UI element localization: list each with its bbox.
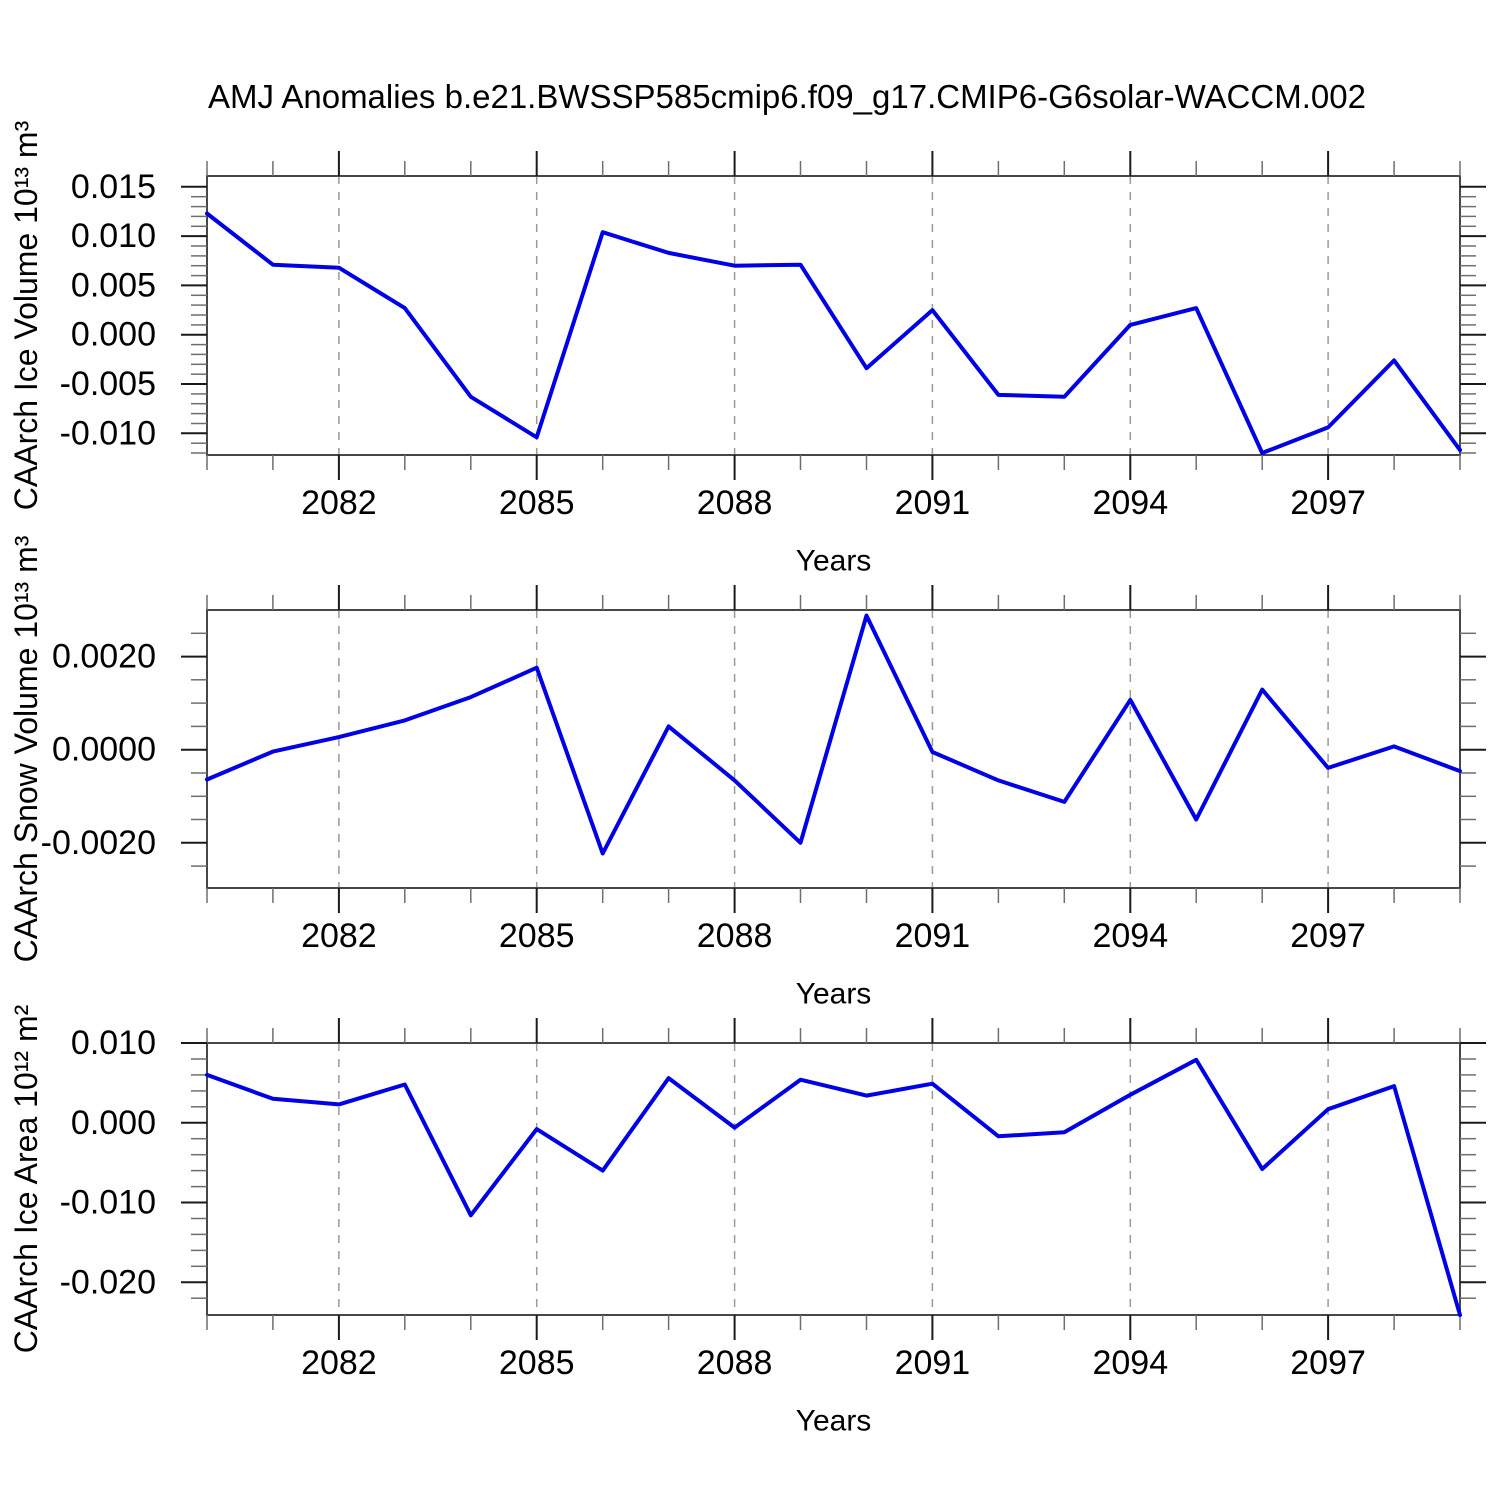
y-tick-label: -0.010	[60, 414, 156, 452]
panel-2: 0.0020 0.0000 -0.0020 2082 2085 2088 2091 2094 2…	[8, 535, 1486, 1011]
x-tick-label: 2088	[697, 484, 773, 522]
x-tick-label: 2091	[895, 917, 971, 955]
y-axis-title: CAArch Ice Area 10¹² m²	[8, 1004, 44, 1353]
x-tick-label: 2085	[499, 1344, 575, 1382]
panels-group: 0.015 0.010 0.005 0.000 -0.005 -0.010 2082 2085…	[8, 120, 1486, 1438]
x-tick-label: 2091	[895, 484, 971, 522]
y-tick-label: 0.010	[71, 1024, 156, 1062]
x-tick-label: 2097	[1290, 484, 1366, 522]
x-tick-label: 2091	[895, 1344, 971, 1382]
x-tick-label: 2082	[301, 917, 377, 955]
x-tick-label: 2094	[1092, 1344, 1168, 1382]
y-tick-label: -0.010	[60, 1184, 156, 1222]
data-line	[205, 613, 1462, 856]
x-tick-label: 2085	[499, 917, 575, 955]
x-tick-label: 2088	[697, 917, 773, 955]
y-tick-label: 0.015	[71, 168, 156, 206]
x-tick-label: 2094	[1092, 484, 1168, 522]
y-tick-label: -0.020	[60, 1263, 156, 1301]
x-tick-label: 2085	[499, 484, 575, 522]
x-tick-label: 2082	[301, 1344, 377, 1382]
x-tick-label: 2097	[1290, 917, 1366, 955]
plot-frame	[206, 609, 1461, 889]
x-tick-label: 2088	[697, 1344, 773, 1382]
x-tick-label: 2094	[1092, 917, 1168, 955]
y-axis-title: CAArch Snow Volume 10¹³ m³	[8, 535, 44, 962]
y-tick-label: 0.0000	[52, 731, 156, 769]
y-tick-label: 0.005	[71, 266, 156, 304]
y-tick-label: -0.0020	[41, 824, 156, 862]
x-tick-label: 2097	[1290, 1344, 1366, 1382]
x-axis-title: Years	[796, 545, 872, 578]
panel-3: 0.010 0.000 -0.010 -0.020 2082 2085 2088 2091 20…	[8, 1004, 1486, 1438]
y-tick-label: 0.0020	[52, 638, 156, 676]
plot-frame	[206, 1042, 1461, 1316]
x-tick-label: 2082	[301, 484, 377, 522]
x-axis-title: Years	[796, 978, 872, 1011]
y-tick-label: 0.010	[71, 217, 156, 255]
y-axis-title: CAArch Ice Volume 10¹³ m³	[8, 120, 44, 510]
figure-title: AMJ Anomalies b.e21.BWSSP585cmip6.f09_g1…	[208, 78, 1366, 115]
panel-1: 0.015 0.010 0.005 0.000 -0.005 -0.010 2082 2085…	[8, 120, 1486, 578]
y-tick-label: -0.005	[60, 365, 156, 403]
x-axis-title: Years	[796, 1405, 872, 1438]
y-tick-label: 0.000	[71, 316, 156, 354]
data-line	[205, 1057, 1462, 1317]
data-line	[205, 211, 1462, 455]
y-tick-label: 0.000	[71, 1104, 156, 1142]
